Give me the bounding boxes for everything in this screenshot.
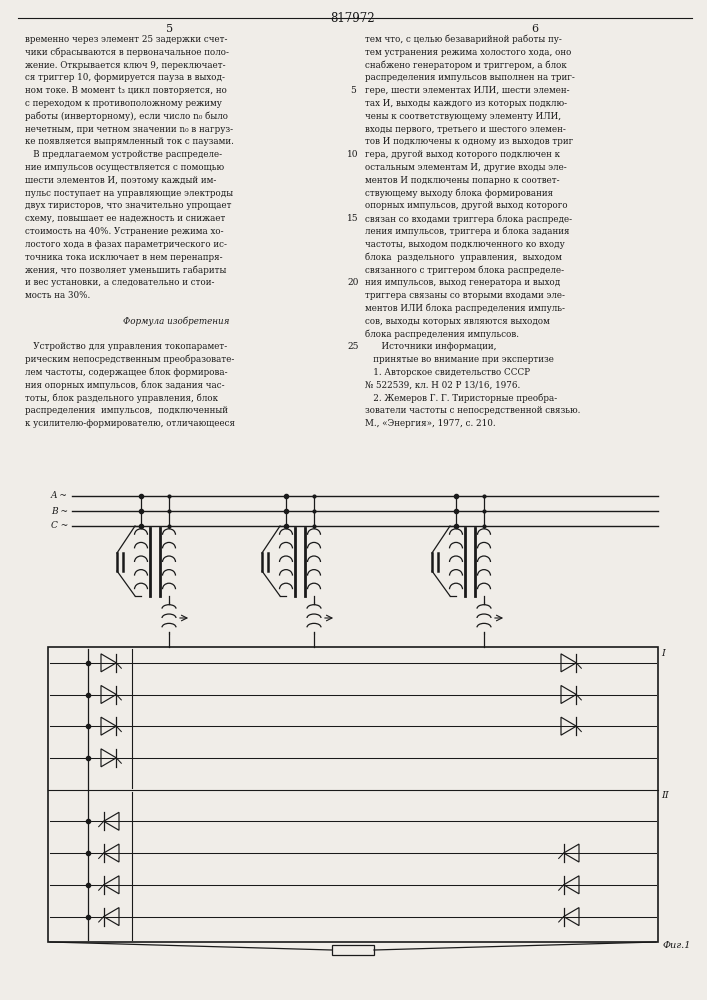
Text: ния импульсов, выход генератора и выход: ния импульсов, выход генератора и выход (365, 278, 560, 287)
Text: нечетным, при четном значении n₀ в нагруз-: нечетным, при четном значении n₀ в нагру… (25, 125, 233, 134)
Text: тах И, выходы каждого из которых подклю-: тах И, выходы каждого из которых подклю- (365, 99, 567, 108)
Text: тов И подключены к одному из выходов триг: тов И подключены к одному из выходов три… (365, 137, 573, 146)
Text: 1. Авторское свидетельство СССР: 1. Авторское свидетельство СССР (365, 368, 530, 377)
Text: пульс поступает на управляющие электроды: пульс поступает на управляющие электроды (25, 189, 233, 198)
Text: Источники информации,: Источники информации, (365, 342, 496, 351)
Text: двух тиристоров, что значительно упрощает: двух тиристоров, что значительно упрощае… (25, 201, 231, 210)
Text: Формула изобретения: Формула изобретения (123, 317, 230, 326)
Text: ся триггер 10, формируется пауза в выход-: ся триггер 10, формируется пауза в выход… (25, 73, 225, 82)
Text: II: II (661, 792, 669, 800)
Text: лостого хода в фазах параметрического ис-: лостого хода в фазах параметрического ис… (25, 240, 227, 249)
Text: В предлагаемом устройстве распределе-: В предлагаемом устройстве распределе- (25, 150, 222, 159)
Text: работы (инверторному), если число n₀ было: работы (инверторному), если число n₀ был… (25, 112, 228, 121)
Bar (48, 647, 658, 942)
Text: 2. Жемеров Г. Г. Тиристорные преобра-: 2. Жемеров Г. Г. Тиристорные преобра- (365, 393, 557, 403)
Text: 10: 10 (347, 150, 358, 159)
Text: и вес установки, а следовательно и стои-: и вес установки, а следовательно и стои- (25, 278, 214, 287)
Text: лем частоты, содержащее блок формирова-: лем частоты, содержащее блок формирова- (25, 368, 228, 377)
Text: 20: 20 (347, 278, 358, 287)
Text: ном токе. В момент t₃ цикл повторяется, но: ном токе. В момент t₃ цикл повторяется, … (25, 86, 227, 95)
Text: 25: 25 (347, 342, 358, 351)
Text: Φиг.1: Φиг.1 (663, 940, 691, 950)
Text: сов, выходы которых являются выходом: сов, выходы которых являются выходом (365, 317, 550, 326)
Text: временно через элемент 25 задержки счет-: временно через элемент 25 задержки счет- (25, 35, 228, 44)
Text: жение. Открывается ключ 9, переключает-: жение. Открывается ключ 9, переключает- (25, 61, 226, 70)
Text: блока распределения импульсов.: блока распределения импульсов. (365, 329, 519, 339)
Text: снабжено генератором и триггером, а блок: снабжено генератором и триггером, а блок (365, 61, 567, 70)
Text: тем устранения режима холостого хода, оно: тем устранения режима холостого хода, он… (365, 48, 571, 57)
Text: частоты, выходом подключенного ко входу: частоты, выходом подключенного ко входу (365, 240, 565, 249)
Text: I: I (661, 649, 665, 658)
Text: блока  раздельного  управления,  выходом: блока раздельного управления, выходом (365, 253, 562, 262)
Text: ментов ИЛИ блока распределения импуль-: ментов ИЛИ блока распределения импуль- (365, 304, 565, 313)
Text: A ~: A ~ (51, 491, 68, 500)
Text: зователи частоты с непосредственной связью.: зователи частоты с непосредственной связ… (365, 406, 580, 415)
Text: схему, повышает ее надежность и снижает: схему, повышает ее надежность и снижает (25, 214, 226, 223)
Text: Устройство для управления токопарамет-: Устройство для управления токопарамет- (25, 342, 227, 351)
Text: 15: 15 (347, 214, 359, 223)
Text: точника тока исключает в нем перенапря-: точника тока исключает в нем перенапря- (25, 253, 223, 262)
Text: тем что, с целью безаварийной работы пу-: тем что, с целью безаварийной работы пу- (365, 35, 562, 44)
Text: ние импульсов осуществляется с помощью: ние импульсов осуществляется с помощью (25, 163, 224, 172)
Text: остальным элементам И, другие входы эле-: остальным элементам И, другие входы эле- (365, 163, 567, 172)
Text: опорных импульсов, другой выход которого: опорных импульсов, другой выход которого (365, 201, 568, 210)
Text: ния опорных импульсов, блок задания час-: ния опорных импульсов, блок задания час- (25, 381, 225, 390)
Text: 5: 5 (350, 86, 356, 95)
Text: связанного с триггером блока распределе-: связанного с триггером блока распределе- (365, 265, 564, 275)
Text: гере, шести элементах ИЛИ, шести элемен-: гере, шести элементах ИЛИ, шести элемен- (365, 86, 570, 95)
Text: рическим непосредственным преобразовате-: рическим непосредственным преобразовате- (25, 355, 235, 364)
Text: гера, другой выход которого подключен к: гера, другой выход которого подключен к (365, 150, 560, 159)
Text: ке появляется выпрямленный ток с паузами.: ке появляется выпрямленный ток с паузами… (25, 137, 234, 146)
Text: распределения импульсов выполнен на триг-: распределения импульсов выполнен на триг… (365, 73, 575, 82)
Text: связан со входами триггера блока распреде-: связан со входами триггера блока распред… (365, 214, 572, 224)
Text: к усилителю-формирователю, отличающееся: к усилителю-формирователю, отличающееся (25, 419, 235, 428)
Text: ментов И подключены попарно к соответ-: ментов И подключены попарно к соответ- (365, 176, 560, 185)
Text: 5: 5 (166, 24, 173, 34)
Text: C ~: C ~ (51, 522, 68, 530)
Text: чики сбрасываются в первоначальное поло-: чики сбрасываются в первоначальное поло- (25, 48, 229, 57)
Text: 817972: 817972 (331, 12, 375, 25)
Text: ствующему выходу блока формирования: ствующему выходу блока формирования (365, 189, 553, 198)
Text: распределения  импульсов,  подключенный: распределения импульсов, подключенный (25, 406, 228, 415)
Text: триггера связаны со вторыми входами эле-: триггера связаны со вторыми входами эле- (365, 291, 565, 300)
Text: жения, что позволяет уменьшить габариты: жения, что позволяет уменьшить габариты (25, 265, 226, 275)
Text: стоимость на 40%. Устранение режима хо-: стоимость на 40%. Устранение режима хо- (25, 227, 223, 236)
Text: ления импульсов, триггера и блока задания: ления импульсов, триггера и блока задани… (365, 227, 570, 236)
Text: с переходом к противоположному режиму: с переходом к противоположному режиму (25, 99, 222, 108)
Text: принятые во внимание при экспертизе: принятые во внимание при экспертизе (365, 355, 554, 364)
Bar (332, 945, 374, 955)
Text: шести элементов И, поэтому каждый им-: шести элементов И, поэтому каждый им- (25, 176, 216, 185)
Text: № 522539, кл. Н 02 Р 13/16, 1976.: № 522539, кл. Н 02 Р 13/16, 1976. (365, 381, 520, 390)
Text: мость на 30%.: мость на 30%. (25, 291, 90, 300)
Text: B ~: B ~ (51, 506, 68, 516)
Text: тоты, блок раздельного управления, блок: тоты, блок раздельного управления, блок (25, 393, 218, 403)
Text: М., «Энергия», 1977, с. 210.: М., «Энергия», 1977, с. 210. (365, 419, 496, 428)
Text: входы первого, третьего и шестого элемен-: входы первого, третьего и шестого элемен… (365, 125, 566, 134)
Text: 6: 6 (532, 24, 539, 34)
Text: чены к соответствующему элементу ИЛИ,: чены к соответствующему элементу ИЛИ, (365, 112, 561, 121)
